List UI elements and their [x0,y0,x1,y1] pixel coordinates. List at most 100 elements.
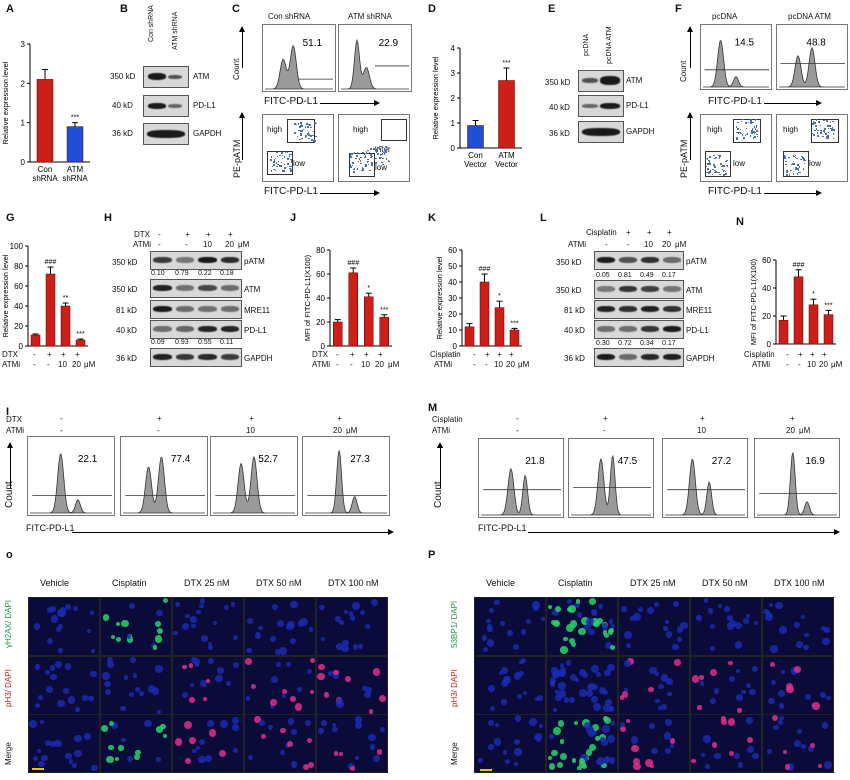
nucleus [37,694,43,700]
scatter-dot [385,158,388,160]
scatter-dot [388,160,390,163]
nucleus [189,696,195,703]
percent-label: 22.1 [78,454,98,465]
scatter-dot [750,119,752,121]
cond-label: DTX [312,350,328,359]
micro-column-label: DTX 100 nM [774,578,825,588]
significance-label: ** [63,295,69,302]
scatter-dot [314,140,316,142]
blot-name: PD-L1 [626,101,649,110]
nucleus [591,664,599,673]
nucleus [513,738,520,745]
blot-band [220,285,239,291]
scatter-dot [290,159,293,162]
nucleus [608,619,614,624]
cond-value: + [700,414,705,423]
nucleus [193,658,201,666]
cond-value: + [647,228,652,237]
blot-band [597,326,615,332]
scatter-dot [832,137,835,140]
cond-unit: μM [675,240,687,249]
blot-name: PD-L1 [193,101,216,110]
nucleus [261,734,266,740]
scatter-dot [381,161,383,164]
scatter-dot [281,154,284,157]
nucleus [309,657,315,663]
nucleus [766,748,772,754]
blot-band [175,285,194,291]
blot-name: ATM [244,285,261,294]
scatter-dot [358,158,361,160]
y-tick-label: 60 [316,270,325,279]
nucleus [154,621,161,627]
nucleus [514,715,522,723]
nucleus [345,676,352,683]
cond-unit: μM [388,360,400,369]
cond-label: DTX [134,230,150,239]
lane-label: pcDNA [583,33,590,56]
nucleus [45,669,51,675]
scatter-dot [724,170,727,173]
nucleus [713,752,721,760]
nucleus [364,623,370,629]
nucleus [745,716,753,724]
nucleus [368,709,373,714]
blot-band [220,354,239,360]
scatter-dot [814,129,816,132]
y-tick-label: 20 [316,318,325,327]
percent-label: 16.9 [805,456,825,467]
gate-label: high [267,125,283,134]
panel-label-g: G [6,212,15,224]
scatter-dot [752,121,754,124]
nucleus [196,610,201,615]
nucleus [191,623,196,628]
scatter-dot [750,121,752,123]
nucleus [269,635,277,643]
nucleus [74,749,82,758]
cond-value: 10 [203,240,212,249]
micrograph [762,714,834,773]
scatter-dot [827,137,829,139]
percent-label: 51.1 [303,38,323,49]
scatter-dot [744,134,747,137]
scatter-dot [376,147,378,150]
micrograph [474,714,546,773]
scatter-dot [736,138,738,140]
cond-value: + [206,230,211,239]
cond-label: ATMi [312,360,331,369]
cond-value: - [336,360,339,369]
nucleus [271,604,279,611]
nucleus [741,689,746,694]
blot-band [619,286,637,292]
scatter-dot [289,167,291,170]
bar [793,276,804,345]
kd-label: 350 kD [545,78,571,87]
nucleus [49,665,56,671]
blot-patm [150,251,242,270]
nucleus [259,720,266,727]
nucleus [201,634,209,642]
scatter-dot [811,132,814,135]
nucleus [189,737,196,744]
scatter-dot [380,156,383,159]
scatter-dot [382,163,384,166]
nucleus [118,745,125,751]
scatter-dot [753,132,756,135]
nucleus [768,697,775,705]
nucleus [174,738,182,746]
scatter-dot [365,151,368,153]
nucleus [737,762,744,768]
nucleus [667,691,672,697]
scatter-dot [799,158,801,161]
nucleus [594,736,600,742]
nucleus [657,705,662,711]
nucleus [133,753,141,760]
cond-label: Cisplatin [744,350,775,359]
blot-band [153,257,172,263]
micrograph [244,656,316,715]
blot-name: GAPDH [626,127,655,136]
histogram-i2: 77.4 [120,436,208,516]
kd-label: 36 kD [549,129,570,138]
micrograph [474,597,546,656]
nucleus [770,679,777,686]
